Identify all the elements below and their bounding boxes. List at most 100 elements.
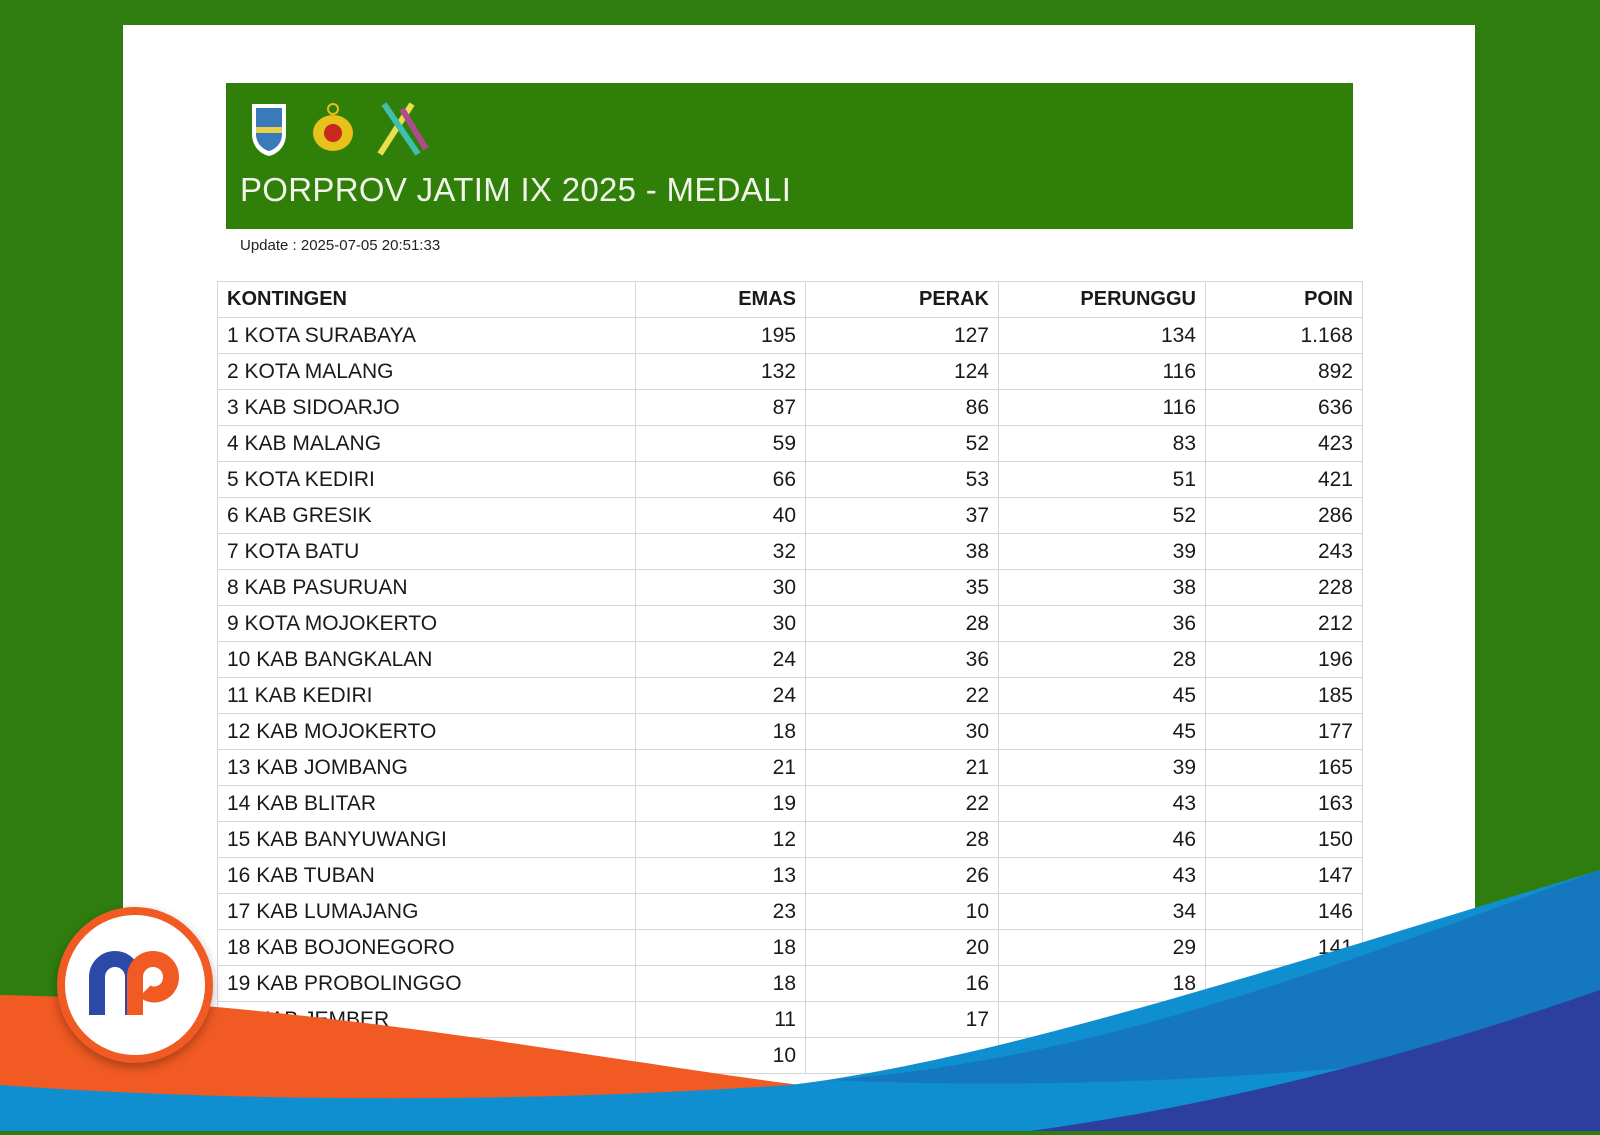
cell-perunggu: 43	[998, 857, 1206, 894]
table-row: 6 KAB GRESIK 40 37 52 286	[217, 497, 1363, 534]
table-row: 20 KAB JEMBER 11 17	[217, 1001, 1363, 1038]
update-timestamp: Update : 2025-07-05 20:51:33	[240, 237, 441, 254]
cell-poin: 421	[1205, 461, 1363, 498]
cell-poin: 228	[1205, 569, 1363, 606]
cell-perunggu: 39	[998, 749, 1206, 786]
table-header-row: KONTINGEN EMAS PERAK PERUNGGU POIN	[217, 281, 1363, 318]
cell-emas: 30	[635, 569, 806, 606]
cell-emas: 66	[635, 461, 806, 498]
column-header-perunggu: PERUNGGU	[998, 281, 1206, 318]
cell-poin: 636	[1205, 389, 1363, 426]
cell-kontingen: 17 KAB LUMAJANG	[217, 893, 636, 930]
cell-kontingen: 13 KAB JOMBANG	[217, 749, 636, 786]
cell-perak: 86	[805, 389, 999, 426]
cell-kontingen: 14 KAB BLITAR	[217, 785, 636, 822]
cell-perunggu: 46	[998, 821, 1206, 858]
cell-perunggu: 134	[998, 317, 1206, 354]
cell-emas: 59	[635, 425, 806, 462]
cell-perak: 22	[805, 785, 999, 822]
cell-perunggu: 36	[998, 605, 1206, 642]
table-row: 10	[217, 1037, 1363, 1074]
cell-poin: 147	[1205, 857, 1363, 894]
cell-perak: 28	[805, 821, 999, 858]
cell-poin	[1205, 1037, 1363, 1074]
page-title: PORPROV JATIM IX 2025 - MEDALI	[240, 171, 792, 208]
cell-kontingen: 5 KOTA KEDIRI	[217, 461, 636, 498]
cell-perunggu	[998, 1001, 1206, 1038]
cell-perak: 21	[805, 749, 999, 786]
cell-poin: 286	[1205, 497, 1363, 534]
table-row: 16 KAB TUBAN 13 26 43 147	[217, 857, 1363, 894]
table-row: 12 KAB MOJOKERTO 18 30 45 177	[217, 713, 1363, 750]
cell-emas: 24	[635, 677, 806, 714]
brand-logo-icon	[89, 951, 180, 1015]
cell-perak: 37	[805, 497, 999, 534]
medal-table: KONTINGEN EMAS PERAK PERUNGGU POIN 1 KOT…	[217, 281, 1363, 1074]
table-row: 19 KAB PROBOLINGGO 18 16 18	[217, 965, 1363, 1002]
column-header-kontingen: KONTINGEN	[217, 281, 636, 318]
table-row: 5 KOTA KEDIRI 66 53 51 421	[217, 461, 1363, 498]
cell-poin: 243	[1205, 533, 1363, 570]
table-row: 3 KAB SIDOARJO 87 86 116 636	[217, 389, 1363, 426]
cell-emas: 18	[635, 929, 806, 966]
east-java-emblem-icon	[252, 104, 286, 156]
cell-kontingen: 1 KOTA SURABAYA	[217, 317, 636, 354]
cell-poin	[1205, 965, 1363, 1002]
cell-emas: 23	[635, 893, 806, 930]
cell-perak: 127	[805, 317, 999, 354]
table-row: 1 KOTA SURABAYA 195 127 134 1.168	[217, 317, 1363, 354]
table-row: 7 KOTA BATU 32 38 39 243	[217, 533, 1363, 570]
cell-perak: 30	[805, 713, 999, 750]
cell-perunggu: 18	[998, 965, 1206, 1002]
cell-kontingen: 16 KAB TUBAN	[217, 857, 636, 894]
cell-emas: 18	[635, 713, 806, 750]
cell-kontingen: 7 KOTA BATU	[217, 533, 636, 570]
cell-emas: 21	[635, 749, 806, 786]
cell-kontingen: 18 KAB BOJONEGORO	[217, 929, 636, 966]
cell-kontingen: 8 KAB PASURUAN	[217, 569, 636, 606]
cell-perunggu: 39	[998, 533, 1206, 570]
cell-perak: 35	[805, 569, 999, 606]
cell-emas: 11	[635, 1001, 806, 1038]
cell-kontingen: 6 KAB GRESIK	[217, 497, 636, 534]
cell-emas: 18	[635, 965, 806, 1002]
table-row: 2 KOTA MALANG 132 124 116 892	[217, 353, 1363, 390]
table-row: 18 KAB BOJONEGORO 18 20 29 141	[217, 929, 1363, 966]
cell-kontingen: 19 KAB PROBOLINGGO	[217, 965, 636, 1002]
cell-perunggu: 29	[998, 929, 1206, 966]
cell-kontingen: 11 KAB KEDIRI	[217, 677, 636, 714]
cell-kontingen: 15 KAB BANYUWANGI	[217, 821, 636, 858]
cell-poin: 892	[1205, 353, 1363, 390]
cell-perak: 53	[805, 461, 999, 498]
cell-kontingen: 10 KAB BANGKALAN	[217, 641, 636, 678]
table-row: 8 KAB PASURUAN 30 35 38 228	[217, 569, 1363, 606]
cell-kontingen: 12 KAB MOJOKERTO	[217, 713, 636, 750]
cell-perunggu: 43	[998, 785, 1206, 822]
cell-kontingen: 9 KOTA MOJOKERTO	[217, 605, 636, 642]
cell-perunggu: 116	[998, 353, 1206, 390]
cell-emas: 195	[635, 317, 806, 354]
cell-perak: 20	[805, 929, 999, 966]
cell-poin: 196	[1205, 641, 1363, 678]
table-row: 13 KAB JOMBANG 21 21 39 165	[217, 749, 1363, 786]
cell-perunggu: 116	[998, 389, 1206, 426]
cell-perak: 52	[805, 425, 999, 462]
cell-emas: 24	[635, 641, 806, 678]
cell-poin: 177	[1205, 713, 1363, 750]
cell-kontingen: 4 KAB MALANG	[217, 425, 636, 462]
table-row: 14 KAB BLITAR 19 22 43 163	[217, 785, 1363, 822]
cell-poin: 141	[1205, 929, 1363, 966]
cell-emas: 12	[635, 821, 806, 858]
cell-poin: 423	[1205, 425, 1363, 462]
cell-perak: 22	[805, 677, 999, 714]
cell-emas: 87	[635, 389, 806, 426]
brand-logo	[57, 907, 213, 1063]
cell-perunggu: 52	[998, 497, 1206, 534]
cell-kontingen: 2 KOTA MALANG	[217, 353, 636, 390]
table-row: 15 KAB BANYUWANGI 12 28 46 150	[217, 821, 1363, 858]
cell-perunggu: 83	[998, 425, 1206, 462]
cell-poin: 146	[1205, 893, 1363, 930]
cell-perak: 10	[805, 893, 999, 930]
cell-emas: 132	[635, 353, 806, 390]
column-header-perak: PERAK	[805, 281, 999, 318]
